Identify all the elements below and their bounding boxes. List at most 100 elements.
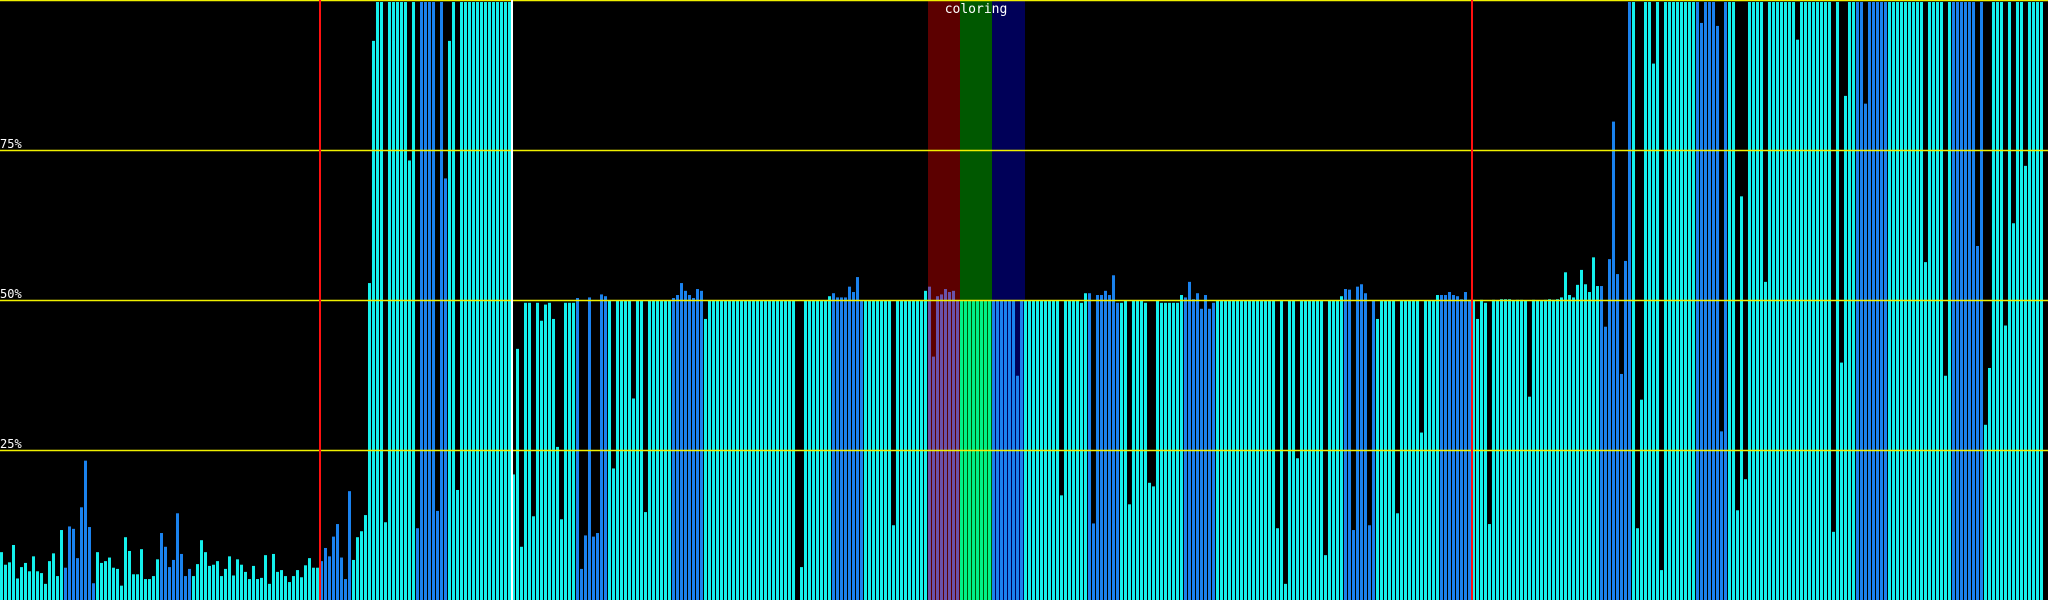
bar [260,577,263,600]
bar [1476,318,1479,600]
bar [1624,260,1627,600]
bar [1284,583,1287,600]
bar [136,574,139,600]
bar [1208,308,1211,600]
bar [688,295,691,600]
bar [292,576,295,600]
bar [1108,295,1111,600]
bar [516,348,519,600]
bar [1100,295,1103,600]
bar [604,296,607,600]
bar [1548,299,1551,600]
bar [144,579,147,600]
bar [632,398,635,600]
bar [1764,281,1767,600]
bar [1504,299,1507,600]
bar [408,160,411,600]
bar [244,571,247,600]
bar [1608,259,1611,600]
bar [188,568,191,600]
bar [936,296,939,600]
bar [676,295,679,600]
bar [1152,486,1155,600]
bar [852,292,855,600]
bar [212,564,215,600]
bar [568,302,571,600]
bar [1460,299,1463,600]
band-group-label: coloring [944,2,1008,17]
bar [1120,302,1123,600]
bar [300,577,303,600]
bar [84,460,87,600]
bar [1984,424,1987,600]
bar [1592,257,1595,600]
bar [1396,513,1399,600]
bar [276,571,279,600]
marker-line [319,0,321,600]
bar [1464,292,1467,600]
bar [1944,375,1947,600]
bar [76,558,79,600]
bar [160,533,163,600]
bar [28,571,31,600]
bar [1740,196,1743,600]
bar [456,489,459,600]
bar [216,561,219,600]
bar [1204,295,1207,600]
bar [224,568,227,600]
bar [284,576,287,600]
bar [280,570,283,600]
bar [68,526,71,600]
bar [2004,325,2007,600]
bar [1188,281,1191,600]
bar [320,561,323,600]
bar [596,533,599,600]
bar [316,567,319,600]
bar [364,515,367,600]
bar [372,40,375,600]
bar [1112,275,1115,600]
bar [324,547,327,600]
bar [1440,295,1443,600]
bar [16,578,19,600]
bar [1128,504,1131,600]
bar [548,302,551,600]
bar [1700,22,1703,600]
bar [1192,299,1195,600]
bar [1144,302,1147,600]
bar [1484,302,1487,600]
bar [1200,308,1203,600]
bar [1080,302,1083,600]
bar [248,579,251,600]
bar [352,559,355,600]
bar [4,564,7,600]
bar [96,552,99,600]
bar [1640,399,1643,600]
bar [44,583,47,600]
bar [1572,297,1575,600]
bar [940,294,943,600]
bar [1116,302,1119,600]
bar [1716,25,1719,600]
bar [148,579,151,600]
bar [928,286,931,600]
bar [128,550,131,600]
bar [1196,293,1199,600]
bar [1016,375,1019,600]
bar [856,277,859,600]
bar [696,289,699,600]
bar [1096,295,1099,600]
bar [704,318,707,600]
bar [448,40,451,600]
bar [1576,284,1579,600]
bar [64,567,67,600]
bar [1060,495,1063,600]
bar [1360,284,1363,600]
bar [220,576,223,600]
bar [40,573,43,600]
bar [340,557,343,600]
bar [228,556,231,600]
bar [576,298,579,600]
bar [272,553,275,600]
bar [208,565,211,600]
